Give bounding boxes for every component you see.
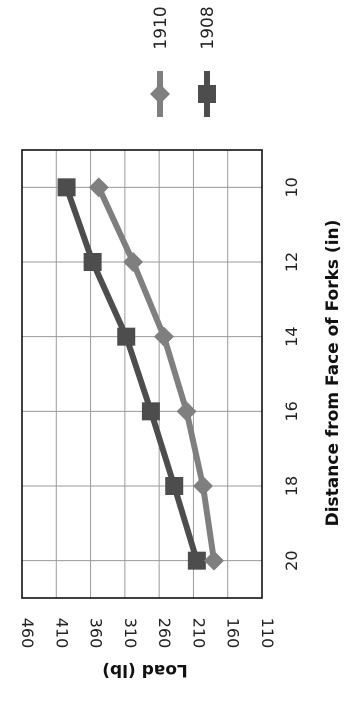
data-point-1910	[123, 252, 144, 272]
series-line-1908	[63, 186, 200, 562]
grid-lines	[21, 150, 263, 598]
x-tick-labels: 10 12 14 16 18 20	[282, 177, 301, 571]
data-point-1908	[187, 551, 206, 570]
series-layer	[57, 177, 224, 571]
data-point-1910	[193, 476, 214, 496]
data-point-1908	[117, 327, 136, 346]
y-tick-label: 460	[18, 618, 37, 649]
legend-label: 1910	[151, 6, 171, 49]
y-tick-label: 360	[87, 618, 106, 649]
y-tick-label: 110	[258, 618, 277, 649]
legend-marker-square	[198, 85, 216, 103]
data-point-1908	[141, 402, 160, 421]
data-point-1910	[176, 401, 197, 422]
x-tick-label: 14	[282, 326, 301, 346]
y-tick-label: 310	[121, 618, 140, 649]
legend-marker-diamond	[150, 84, 170, 104]
series-line-1910	[96, 186, 217, 562]
y-tick-label: 260	[155, 618, 174, 649]
data-point-1910	[204, 550, 224, 571]
y-tick-label: 160	[224, 618, 243, 649]
series-1908	[57, 178, 206, 570]
x-tick-label: 12	[282, 252, 301, 272]
legend-item-1910: 1910	[150, 6, 171, 117]
data-point-1908	[57, 178, 76, 197]
x-tick-label: 18	[282, 476, 301, 496]
legend-item-1908: 1908	[198, 6, 218, 117]
x-axis-title: Distance from Face of Forks (in)	[323, 220, 343, 527]
legend: 1910 1908	[150, 6, 218, 117]
data-point-1908	[165, 477, 184, 495]
y-axis-title: Load (lb)	[102, 660, 188, 680]
series-1910	[88, 177, 224, 571]
data-point-1910	[153, 326, 174, 347]
y-tick-labels: 110 160 210 260 310 360 410 460	[18, 618, 277, 649]
x-tick-label: 16	[282, 401, 301, 421]
data-point-1908	[83, 253, 102, 271]
x-tick-label: 20	[282, 550, 301, 570]
plot-area	[21, 149, 263, 599]
x-tick-label: 10	[282, 177, 301, 197]
y-tick-label: 410	[52, 618, 71, 649]
data-point-1910	[88, 177, 109, 198]
y-tick-label: 210	[189, 618, 208, 649]
legend-label: 1908	[198, 6, 218, 49]
